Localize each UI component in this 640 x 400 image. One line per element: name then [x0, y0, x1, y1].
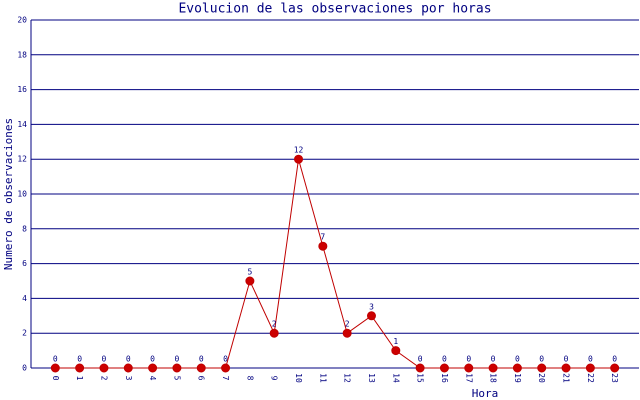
x-tick-label: 14 [391, 373, 400, 383]
data-label: 0 [466, 355, 471, 364]
y-tick-label: 8 [22, 224, 27, 233]
data-label: 0 [442, 355, 447, 364]
point [488, 363, 498, 373]
data-label: 2 [272, 320, 277, 329]
y-tick-label: 12 [17, 155, 27, 164]
x-tick-label: 6 [197, 376, 206, 381]
point [391, 346, 401, 356]
data-label: 0 [539, 355, 544, 364]
point [512, 363, 522, 373]
x-tick-label: 7 [221, 376, 230, 381]
x-axis-label: Hora [472, 387, 499, 400]
point [294, 154, 304, 164]
data-label: 0 [53, 355, 58, 364]
point [221, 363, 231, 373]
y-tick-label: 20 [17, 16, 27, 25]
point [75, 363, 85, 373]
x-tick-label: 17 [464, 373, 473, 383]
x-tick-label: 13 [367, 373, 376, 383]
y-tick-label: 18 [17, 50, 27, 59]
x-tick-label: 23 [610, 373, 619, 383]
point [610, 363, 620, 373]
data-label: 0 [491, 355, 496, 364]
data-label: 0 [199, 355, 204, 364]
point [196, 363, 206, 373]
x-tick-label: 15 [416, 373, 425, 383]
data-label: 0 [102, 355, 107, 364]
y-tick-label: 2 [22, 329, 27, 338]
x-tick-label: 22 [586, 373, 595, 383]
data-label: 0 [418, 355, 423, 364]
point [123, 363, 133, 373]
point [415, 363, 425, 373]
point [318, 241, 328, 251]
x-tick-label: 11 [318, 373, 327, 383]
data-label: 7 [320, 233, 325, 242]
data-label: 0 [77, 355, 82, 364]
y-axis-label: Numero de observaciones [2, 118, 15, 270]
x-tick-label: 8 [245, 376, 254, 381]
data-label: 0 [515, 355, 520, 364]
data-label: 0 [223, 355, 228, 364]
point [464, 363, 474, 373]
x-tick-label: 5 [172, 376, 181, 381]
x-tick-label: 0 [51, 376, 60, 381]
data-label: 1 [393, 337, 398, 346]
data-label: 0 [126, 355, 131, 364]
point [366, 311, 376, 321]
x-tick-label: 20 [537, 373, 546, 383]
data-label: 0 [150, 355, 155, 364]
x-tick-label: 3 [124, 376, 133, 381]
data-label: 3 [369, 302, 374, 311]
data-label: 0 [588, 355, 593, 364]
point [245, 276, 255, 286]
y-tick-label: 4 [22, 294, 27, 303]
point [439, 363, 449, 373]
data-label: 0 [612, 355, 617, 364]
y-tick-label: 10 [17, 190, 27, 199]
data-label: 12 [294, 146, 304, 155]
point [172, 363, 182, 373]
x-tick-label: 4 [148, 376, 157, 381]
point [99, 363, 109, 373]
point [50, 363, 60, 373]
y-tick-label: 14 [17, 120, 27, 129]
x-tick-label: 2 [99, 376, 108, 381]
data-label: 0 [175, 355, 180, 364]
y-tick-label: 0 [22, 364, 27, 373]
data-label: 2 [345, 320, 350, 329]
x-tick-label: 18 [489, 373, 498, 383]
point [148, 363, 158, 373]
y-tick-label: 6 [22, 259, 27, 268]
point [342, 328, 352, 338]
x-tick-label: 12 [343, 373, 352, 383]
x-tick-label: 1 [75, 376, 84, 381]
point [585, 363, 595, 373]
data-label: 0 [564, 355, 569, 364]
y-tick-label: 16 [17, 85, 27, 94]
x-tick-label: 10 [294, 373, 303, 383]
point [269, 328, 279, 338]
data-label: 5 [247, 268, 252, 277]
x-tick-label: 19 [513, 373, 522, 383]
x-tick-label: 16 [440, 373, 449, 383]
chart-title: Evolucion de las observaciones por horas [178, 2, 491, 17]
x-tick-label: 9 [270, 376, 279, 381]
x-tick-label: 21 [562, 373, 571, 383]
point [537, 363, 547, 373]
point [561, 363, 571, 373]
